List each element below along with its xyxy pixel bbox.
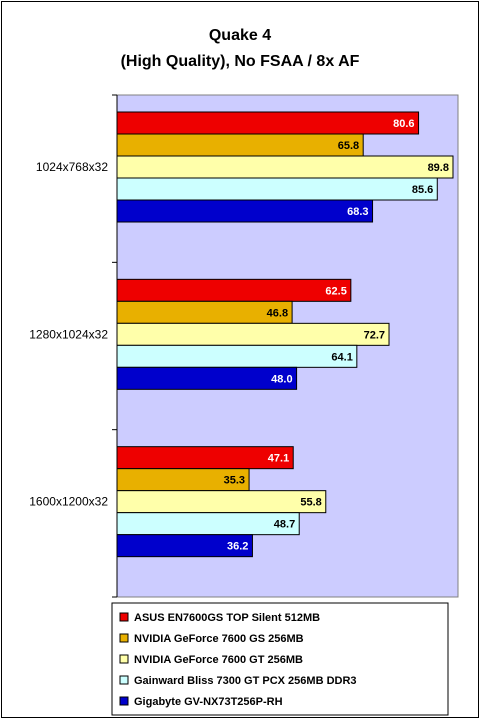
bar-value-label: 65.8: [338, 140, 359, 152]
bars-layer: 80.6 65.8 89.8 85.6 68.3 62.5 46.8 72.7 64.1 48.0…: [116, 111, 454, 558]
bar-value-label: 68.3: [347, 206, 368, 218]
chart-title: Quake 4: [209, 27, 271, 44]
bar: [116, 344, 358, 368]
bar-value-label: 80.6: [393, 118, 414, 130]
bar-value-label: 62.5: [325, 285, 346, 297]
bar: [116, 446, 294, 470]
legend-label: Gainward Bliss 7300 GT PCX 256MB DDR3: [134, 675, 357, 687]
bar: [116, 512, 300, 536]
bar: [116, 490, 327, 514]
bar-value-label: 35.3: [224, 475, 245, 487]
bar-value-label: 47.1: [268, 453, 289, 465]
bar-value-label: 89.8: [428, 162, 449, 174]
legend-swatch: [119, 612, 129, 622]
legend-box: [111, 602, 449, 716]
legend-swatch: [119, 633, 129, 643]
legend-label: ASUS EN7600GS TOP Silent 512MB: [134, 612, 320, 624]
category-label: 1600x1200x32: [29, 495, 108, 509]
legend-swatch: [119, 696, 129, 706]
category-axis: 1024x768x32 1280x1024x32 1600x1200x32: [29, 94, 118, 598]
bar: [116, 366, 298, 390]
legend-swatch: [119, 654, 129, 664]
bar-value-label: 55.8: [300, 497, 321, 509]
bar: [116, 278, 352, 302]
bar-value-label: 64.1: [331, 351, 352, 363]
bar-value-label: 85.6: [412, 184, 433, 196]
bar: [116, 322, 390, 346]
bar-value-label: 48.7: [274, 519, 295, 531]
legend-label: NVIDIA GeForce 7600 GT 256MB: [134, 654, 303, 666]
bar-value-label: 72.7: [364, 329, 385, 341]
chart-subtitle: (High Quality), No FSAA / 8x AF: [121, 53, 360, 70]
bar-value-label: 48.0: [271, 373, 292, 385]
category-label: 1280x1024x32: [29, 327, 108, 341]
legend-swatch: [119, 675, 129, 685]
bar: [116, 155, 454, 179]
legend-label: Gigabyte GV-NX73T256P-RH: [134, 696, 283, 708]
category-label: 1024x768x32: [36, 160, 108, 174]
bar: [116, 133, 364, 157]
bar-value-label: 46.8: [267, 307, 288, 319]
legend: ASUS EN7600GS TOP Silent 512MB NVIDIA GeF…: [111, 602, 449, 716]
bar: [116, 111, 420, 135]
bar: [116, 199, 374, 223]
legend-label: NVIDIA GeForce 7600 GS 256MB: [134, 633, 304, 645]
bar: [116, 177, 438, 201]
bar-value-label: 36.2: [227, 541, 248, 553]
